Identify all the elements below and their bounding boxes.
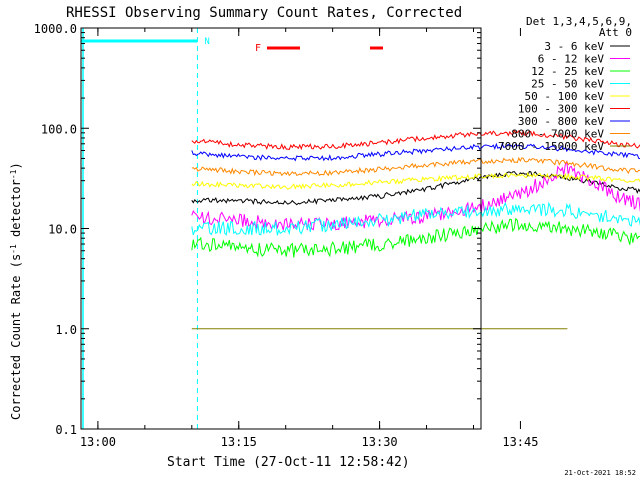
- series-line-2: [191, 217, 640, 258]
- x-tick-label: 13:00: [80, 435, 116, 449]
- series-line-4: [191, 171, 640, 190]
- legend-label: 6 - 12 keV: [538, 53, 605, 66]
- series-line-5: [191, 129, 640, 151]
- y-tick-label: 10.0: [48, 223, 77, 237]
- legend-title-line: Det 1,3,4,5,6,9,: [526, 15, 632, 28]
- chart-title: RHESSI Observing Summary Count Rates, Co…: [66, 5, 462, 21]
- legend-label: 800 - 7000 keV: [511, 128, 604, 141]
- series-line-0: [191, 171, 640, 206]
- y-tick-label: 100.0: [41, 122, 77, 136]
- y-tick-label: 1.0: [55, 323, 77, 337]
- legend-label: 3 - 6 keV: [544, 40, 604, 53]
- night-flag-label: N: [204, 37, 209, 47]
- legend-label: 25 - 50 keV: [531, 78, 604, 91]
- series-line-7: [191, 156, 640, 177]
- flare-flag-label: F: [255, 43, 261, 54]
- y-axis-label: Corrected Count Rate (s-1 detector-1): [9, 162, 24, 420]
- series-line-6: [191, 142, 640, 162]
- plot-frame: [80, 27, 482, 430]
- x-axis-label: Start Time (27-Oct-11 12:58:42): [167, 455, 410, 470]
- x-tick-label: 13:30: [362, 435, 398, 449]
- series-line-1: [191, 159, 640, 231]
- x-tick-label: 13:15: [221, 435, 257, 449]
- x-tick-label: 13:45: [502, 435, 538, 449]
- legend-label: 300 - 800 keV: [518, 115, 604, 128]
- legend-label: 100 - 300 keV: [518, 103, 604, 116]
- legend-label: 7000 - 15000 keV: [498, 140, 604, 153]
- y-tick-label: 1000.0: [34, 22, 77, 36]
- y-tick-label: 0.1: [55, 423, 77, 437]
- legend-label: 50 - 100 keV: [525, 90, 605, 103]
- timestamp: 21-Oct-2021 18:52: [564, 469, 636, 477]
- legend-label: 12 - 25 keV: [531, 65, 604, 78]
- legend-title-line: Att 0: [599, 26, 632, 39]
- series-line-3: [191, 201, 640, 236]
